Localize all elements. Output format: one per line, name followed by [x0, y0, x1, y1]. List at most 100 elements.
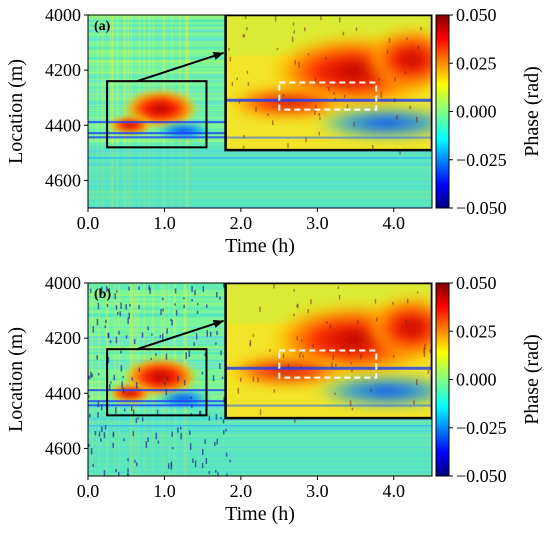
noise-speckle [198, 411, 201, 416]
zoom-inset [224, 283, 432, 423]
inset-speckle [405, 320, 407, 324]
noise-speckle [208, 415, 211, 421]
inset-speckle [423, 351, 426, 357]
noise-speckle [189, 430, 191, 435]
chart-panel-a: (a) 0.0 1.0 2.0 3.0 4.0 4000 4200 4400 4600 Time (… [5, 5, 543, 257]
zoom-arrow-head [212, 51, 224, 60]
inset-speckle [388, 37, 391, 44]
inset-speckle [282, 353, 285, 358]
noise-speckle [204, 353, 206, 357]
noise-speckle [148, 285, 150, 291]
inset-speckle [339, 17, 341, 23]
noise-speckle [216, 330, 218, 336]
inset-speckle [293, 289, 295, 292]
noise-speckle [119, 311, 122, 317]
inset-speckle [338, 295, 341, 300]
x-tick-label: 4.0 [383, 213, 406, 233]
noise-speckle [90, 371, 92, 379]
texture-streak [98, 283, 100, 476]
inset-speckle [394, 77, 396, 82]
noise-speckle [129, 303, 131, 307]
noise-speckle [127, 317, 129, 325]
noise-speckle [115, 468, 117, 473]
noise-speckle [128, 286, 130, 291]
noise-speckle [197, 303, 199, 306]
inset-speckle [376, 317, 378, 320]
noise-speckle [100, 438, 102, 442]
inset-speckle [392, 355, 395, 358]
zoom-source-box [106, 80, 208, 149]
noise-speckle [135, 382, 138, 389]
texture-streak [88, 430, 432, 432]
noise-speckle [97, 400, 100, 408]
noise-speckle [170, 318, 172, 322]
noise-speckle [192, 458, 194, 464]
noise-speckle [123, 438, 125, 442]
y-tick-label: 4200 [45, 60, 81, 80]
inset-speckle [392, 301, 394, 305]
inset-frame [224, 15, 432, 152]
noise-speckle [174, 288, 177, 294]
heatmap-area [88, 283, 432, 476]
inset-speckle [333, 91, 335, 95]
noise-speckle [202, 448, 204, 455]
texture-streak [88, 205, 432, 207]
noise-speckle [112, 442, 114, 448]
noise-speckle [225, 428, 227, 432]
inset-speckle [244, 15, 247, 19]
blue-line [88, 132, 243, 135]
inset-speckle [396, 115, 398, 120]
noise-speckle [97, 411, 99, 418]
noise-speckle [162, 308, 164, 312]
x-tick-label: 4.0 [383, 481, 406, 501]
inset-speckle [332, 354, 334, 361]
noise-speckle [105, 319, 107, 324]
inset-speckle [374, 299, 377, 304]
noise-speckle [215, 414, 218, 420]
inset-cool-feature [314, 106, 432, 140]
noise-speckle [215, 469, 217, 473]
texture-streak [118, 283, 120, 476]
inset-speckle [246, 26, 248, 31]
inset-speckle [416, 379, 418, 385]
noise-speckle [115, 305, 118, 310]
inset-speckle [342, 31, 345, 36]
inset-speckle [307, 309, 309, 313]
noise-speckle [137, 417, 139, 420]
inset-speckle [255, 107, 257, 112]
inset-speckle [348, 349, 351, 355]
inset-speckle [259, 409, 262, 416]
inset-speckle [274, 15, 277, 22]
inset-speckle [429, 349, 432, 353]
noise-speckle [209, 331, 212, 337]
texture-streak [88, 473, 432, 475]
noise-speckle [205, 457, 208, 464]
noise-speckle [122, 387, 125, 394]
colorbar-tick-label: 0.025 [456, 321, 497, 341]
noise-speckle [159, 335, 162, 338]
inset-speckle [417, 45, 420, 50]
noise-speckle [222, 419, 225, 424]
noise-speckle [112, 433, 115, 436]
inset-speckle [242, 34, 244, 38]
noise-speckle [125, 304, 127, 310]
inset-speckle [399, 149, 401, 155]
noise-speckle [221, 376, 224, 379]
plot-frame [87, 282, 433, 477]
inset-speckle [273, 283, 275, 289]
colorbar-gradient [435, 282, 450, 477]
noise-speckle [145, 441, 148, 449]
noise-speckle [88, 443, 90, 447]
noise-speckle [160, 308, 162, 316]
noise-speckle [117, 311, 119, 315]
noise-speckle [126, 473, 129, 476]
inset-speckle [318, 112, 321, 117]
noise-speckle [205, 304, 208, 308]
texture-streak [88, 157, 432, 161]
noise-speckle [214, 441, 216, 446]
texture-streak [101, 15, 104, 208]
texture-streak [96, 15, 99, 208]
texture-streak [88, 437, 432, 439]
noise-speckle [155, 353, 157, 356]
inset-speckle [298, 61, 300, 68]
